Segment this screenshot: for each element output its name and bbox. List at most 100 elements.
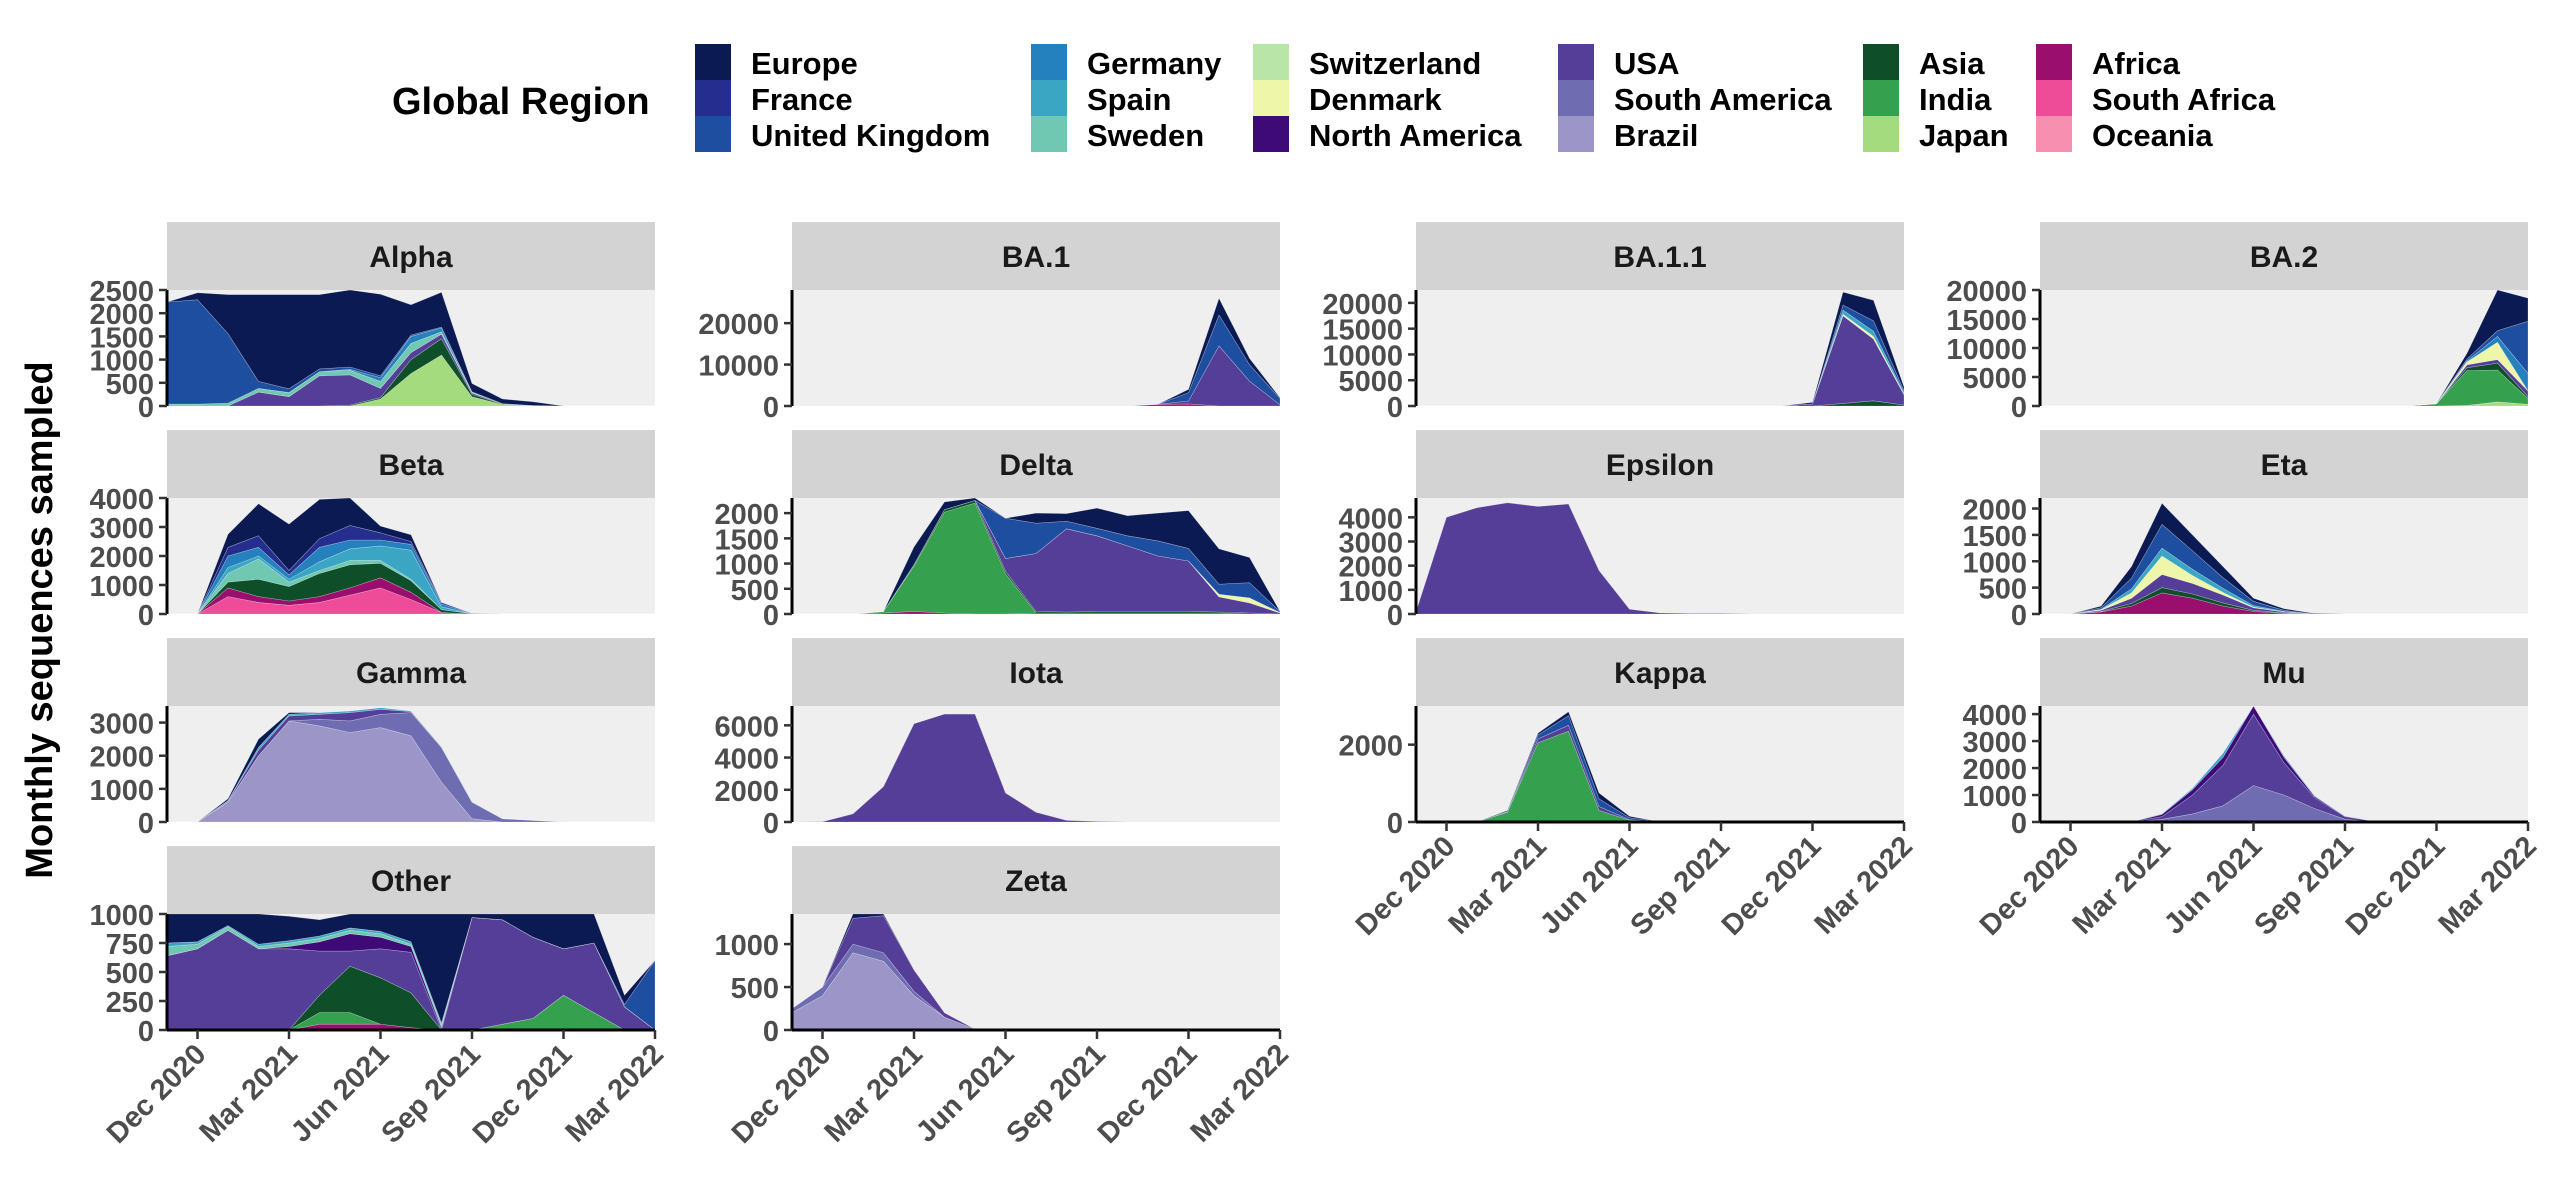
legend-label: USA [1614, 46, 1679, 81]
y-tick-label: 2000 [1962, 754, 2027, 786]
facet-title: Eta [2261, 449, 2308, 482]
area-europe [792, 497, 1281, 615]
legend-swatch [1558, 44, 1594, 80]
legend-label: Sweden [1087, 118, 1204, 153]
facet-strip [2040, 638, 2528, 706]
facet-strip [2040, 222, 2528, 290]
facet-title: Zeta [1005, 865, 1067, 898]
x-tick-label: Dec 2021 [467, 1038, 579, 1150]
x-tick-label: Sep 2021 [1000, 1038, 1112, 1150]
facet-title: Kappa [1614, 657, 1706, 690]
y-tick-label: 2500 [89, 276, 154, 308]
y-tick-label: 1500 [1962, 521, 2027, 553]
legend-title: Global Region [392, 81, 650, 123]
legend-swatch [695, 116, 731, 152]
y-tick-label: 4000 [1962, 700, 2027, 732]
legend-label: Japan [1919, 118, 2009, 153]
facet-strip [167, 638, 655, 706]
area-usa [1415, 502, 1904, 615]
area-usa [167, 333, 655, 407]
area-united-kingdom [166, 299, 655, 407]
y-tick-label: 20000 [698, 309, 779, 341]
y-tick-label: 2000 [1962, 495, 2027, 527]
y-tick-label: 0 [763, 1016, 779, 1048]
area-europe [1416, 711, 1904, 823]
y-tick-label: 15000 [1946, 305, 2027, 337]
x-tick-label: Mar 2022 [1809, 830, 1919, 940]
y-tick-label: 250 [106, 987, 154, 1019]
y-tick-label: 500 [1979, 574, 2027, 606]
x-tick-label: Mar 2022 [1185, 1038, 1295, 1148]
facet-strip [792, 222, 1280, 290]
area-france [167, 525, 655, 615]
legend-label: Switzerland [1309, 46, 1481, 81]
y-tick-label: 500 [731, 575, 779, 607]
area-spain [2040, 705, 2528, 823]
x-tick-label: Dec 2020 [1350, 830, 1462, 942]
area-europe [166, 289, 655, 407]
facet-strip [1416, 430, 1904, 498]
legend-label: Brazil [1614, 118, 1698, 153]
y-tick-label: 0 [1387, 600, 1403, 632]
facet-title: Alpha [369, 241, 453, 274]
x-tick-label: Jun 2021 [285, 1038, 395, 1148]
y-tick-label: 0 [138, 392, 154, 424]
x-tick-label: Sep 2021 [2248, 830, 2360, 942]
area-united-kingdom [1416, 715, 1904, 823]
y-tick-label: 3000 [89, 513, 154, 545]
y-tick-label: 0 [1387, 808, 1403, 840]
legend-swatch [1253, 116, 1289, 152]
x-tick-label: Jun 2021 [910, 1038, 1020, 1148]
area-india [2040, 369, 2529, 407]
area-africa [792, 403, 1280, 407]
area-europe [167, 497, 655, 615]
area-spain [1416, 309, 1905, 407]
area-usa [2040, 713, 2528, 823]
facet-title: Mu [2262, 657, 2305, 690]
y-tick-label: 0 [763, 808, 779, 840]
y-tick-label: 3000 [1962, 727, 2027, 759]
y-tick-label: 2000 [1338, 731, 1403, 763]
y-tick-label: 750 [106, 929, 154, 961]
area-asia [2040, 362, 2529, 407]
area-spain [167, 545, 655, 615]
y-tick-label: 0 [763, 600, 779, 632]
legend-swatch [1031, 80, 1067, 116]
x-tick-label: Mar 2021 [1443, 830, 1553, 940]
area-europe [167, 707, 655, 823]
area-united-kingdom [792, 314, 1281, 407]
facet-title: Beta [378, 449, 443, 482]
y-tick-label: 500 [106, 958, 154, 990]
legend-swatch [1863, 44, 1899, 80]
y-axis-title: Monthly sequences sampled [19, 361, 61, 878]
y-tick-label: 1000 [714, 550, 779, 582]
legend-label: India [1919, 82, 1992, 117]
legend-swatch [1031, 44, 1067, 80]
area-usa [1416, 315, 1905, 407]
x-tick-label: Dec 2021 [1092, 1038, 1204, 1150]
y-tick-label: 500 [731, 973, 779, 1005]
facet-title: Epsilon [1606, 449, 1714, 482]
y-tick-label: 15000 [1322, 315, 1403, 347]
legend-label: Denmark [1309, 82, 1442, 117]
area-denmark [1416, 313, 1905, 407]
facet-title: BA.1 [1002, 241, 1070, 274]
y-tick-label: 1000 [89, 346, 154, 378]
x-tick-label: Dec 2021 [1716, 830, 1828, 942]
area-europe [2040, 289, 2529, 407]
x-tick-label: Sep 2021 [1624, 830, 1736, 942]
legend-swatch [2036, 80, 2072, 116]
x-tick-label: Mar 2021 [194, 1038, 304, 1148]
y-tick-label: 4000 [89, 484, 154, 516]
area-europe [2040, 502, 2528, 615]
y-tick-label: 0 [2011, 392, 2027, 424]
legend-label: France [751, 82, 853, 117]
